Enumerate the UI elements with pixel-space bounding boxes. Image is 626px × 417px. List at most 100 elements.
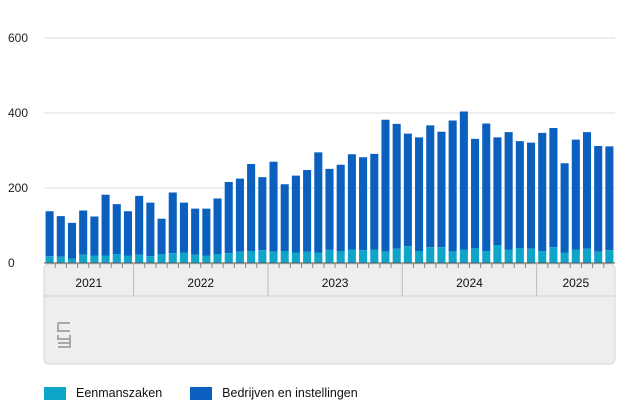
bar-bedrijven[interactable] [314,152,323,253]
bar-bedrijven[interactable] [370,153,379,250]
bar-eenmanszaken[interactable] [112,254,121,263]
bar-bedrijven[interactable] [224,182,233,254]
bar-eenmanszaken[interactable] [415,251,424,263]
bar-bedrijven[interactable] [571,139,580,250]
bar-eenmanszaken[interactable] [381,251,390,263]
legend-item-bedrijven[interactable]: Bedrijven en instellingen [190,386,358,400]
bar-eenmanszaken[interactable] [515,248,524,263]
bar-eenmanszaken[interactable] [157,254,166,263]
bar-eenmanszaken[interactable] [493,245,502,263]
bar-bedrijven[interactable] [45,211,54,257]
bar-eenmanszaken[interactable] [370,249,379,264]
bar-bedrijven[interactable] [303,170,312,252]
bar-eenmanszaken[interactable] [202,255,211,264]
bar-bedrijven[interactable] [336,164,345,251]
bar-bedrijven[interactable] [258,177,267,251]
bar-bedrijven[interactable] [347,154,356,250]
bar-bedrijven[interactable] [157,218,166,254]
bar-bedrijven[interactable] [112,204,121,254]
bar-eenmanszaken[interactable] [269,251,278,263]
bar-bedrijven[interactable] [325,168,334,250]
bar-bedrijven[interactable] [515,141,524,248]
bar-bedrijven[interactable] [67,222,77,259]
bar-bedrijven[interactable] [392,123,401,249]
bar-eenmanszaken[interactable] [392,248,401,263]
legend-item-eenmanszaken[interactable]: Eenmanszaken [44,386,162,400]
bar-bedrijven[interactable] [168,192,177,254]
bar-eenmanszaken[interactable] [291,252,300,264]
bar-eenmanszaken[interactable] [101,255,110,264]
bar-bedrijven[interactable] [191,208,200,255]
bar-eenmanszaken[interactable] [594,251,603,263]
bar-bedrijven[interactable] [213,198,222,255]
bar-bedrijven[interactable] [560,163,569,253]
bar-eenmanszaken[interactable] [213,254,222,263]
bar-bedrijven[interactable] [280,184,289,251]
bar-eenmanszaken[interactable] [504,249,513,264]
bar-eenmanszaken[interactable] [191,254,200,263]
bar-bedrijven[interactable] [493,137,502,245]
bar-eenmanszaken[interactable] [549,247,558,263]
bar-bedrijven[interactable] [235,178,244,252]
bar-eenmanszaken[interactable] [280,251,289,263]
bar-bedrijven[interactable] [549,128,558,248]
bar-bedrijven[interactable] [482,123,491,252]
bar-bedrijven[interactable] [594,146,603,252]
bar-bedrijven[interactable] [291,175,300,253]
bar-eenmanszaken[interactable] [314,252,323,264]
bar-eenmanszaken[interactable] [179,252,188,264]
bar-bedrijven[interactable] [381,119,390,252]
bar-bedrijven[interactable] [146,202,155,257]
bar-bedrijven[interactable] [135,195,144,255]
bar-bedrijven[interactable] [56,216,65,257]
bar-bedrijven[interactable] [202,208,211,256]
bar-bedrijven[interactable] [123,211,133,256]
bar-eenmanszaken[interactable] [403,246,412,263]
bar-bedrijven[interactable] [403,133,412,247]
bar-bedrijven[interactable] [459,111,468,250]
bar-bedrijven[interactable] [448,120,457,252]
bar-eenmanszaken[interactable] [560,252,569,264]
bar-eenmanszaken[interactable] [303,251,312,263]
bar-eenmanszaken[interactable] [258,250,267,263]
bar-bedrijven[interactable] [90,216,99,256]
bar-eenmanszaken[interactable] [224,253,233,263]
bar-eenmanszaken[interactable] [325,249,334,263]
bar-eenmanszaken[interactable] [45,256,54,263]
bar-eenmanszaken[interactable] [471,248,480,263]
bar-eenmanszaken[interactable] [359,250,368,263]
bar-eenmanszaken[interactable] [146,256,155,263]
bar-eenmanszaken[interactable] [79,254,88,263]
bar-eenmanszaken[interactable] [426,247,435,263]
bar-bedrijven[interactable] [605,146,614,251]
bar-eenmanszaken[interactable] [247,251,256,263]
bar-bedrijven[interactable] [504,132,513,250]
bar-bedrijven[interactable] [269,161,278,252]
bar-eenmanszaken[interactable] [336,251,345,263]
bar-eenmanszaken[interactable] [90,255,99,264]
bar-eenmanszaken[interactable] [347,249,356,264]
bar-bedrijven[interactable] [359,157,368,251]
bar-bedrijven[interactable] [101,194,110,256]
bar-bedrijven[interactable] [179,202,188,253]
bar-eenmanszaken[interactable] [605,250,614,263]
bar-eenmanszaken[interactable] [538,251,547,263]
bar-eenmanszaken[interactable] [571,249,580,264]
bar-bedrijven[interactable] [471,138,480,248]
bar-eenmanszaken[interactable] [526,248,536,263]
bar-bedrijven[interactable] [247,164,256,251]
bar-bedrijven[interactable] [538,132,547,251]
bar-bedrijven[interactable] [526,142,536,249]
bar-eenmanszaken[interactable] [235,251,244,263]
bar-bedrijven[interactable] [437,131,446,248]
bar-eenmanszaken[interactable] [459,249,468,264]
bar-bedrijven[interactable] [582,132,592,249]
bar-eenmanszaken[interactable] [482,251,491,263]
bar-eenmanszaken[interactable] [448,251,457,263]
bar-eenmanszaken[interactable] [437,247,446,263]
bar-eenmanszaken[interactable] [56,256,65,263]
bar-bedrijven[interactable] [426,125,435,248]
bar-eenmanszaken[interactable] [123,255,133,264]
bar-bedrijven[interactable] [415,137,424,251]
bar-eenmanszaken[interactable] [582,248,592,263]
